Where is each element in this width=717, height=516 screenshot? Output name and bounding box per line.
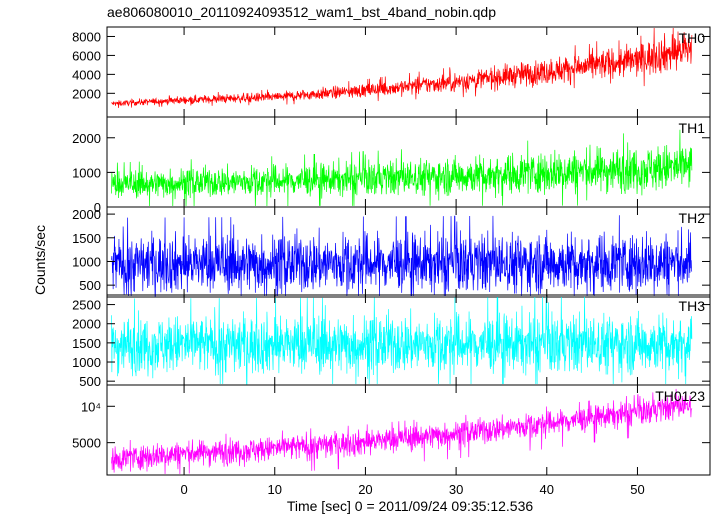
- series-label: TH1: [679, 120, 706, 136]
- series-line-th1: [111, 129, 693, 207]
- x-axis-label: Time [sec] 0 = 2011/09/24 09:35:12.536: [287, 498, 534, 514]
- y-tick-label: 0: [94, 200, 101, 215]
- series-line-th0: [111, 27, 693, 108]
- y-tick-label: 1500: [72, 336, 101, 351]
- series-line-th2: [111, 215, 693, 297]
- y-tick-label: 1000: [72, 254, 101, 269]
- y-tick-label: 5000: [72, 436, 101, 451]
- series-line-th0123: [111, 388, 693, 475]
- y-tick-label: 8000: [72, 29, 101, 44]
- y-tick-label: 500: [79, 374, 101, 389]
- panel-frame: [106, 384, 711, 476]
- y-tick-label: 2500: [72, 298, 101, 313]
- series-label: TH0: [679, 30, 706, 46]
- series-label: TH3: [679, 298, 706, 314]
- x-tick-label: 30: [449, 482, 463, 497]
- panel-th3: 500 1000 1500 2000 2500 TH3: [72, 294, 711, 389]
- y-tick-label: 1000: [72, 355, 101, 370]
- panel-th1: 0 1000 2000 TH1: [72, 116, 711, 215]
- y-tick-label: 500: [79, 278, 101, 293]
- y-tick-label: 1000: [72, 165, 101, 180]
- series-label: TH2: [679, 210, 706, 226]
- x-tick-label: 50: [630, 482, 644, 497]
- series-line-th3: [111, 296, 693, 385]
- y-tick-label: 2000: [72, 86, 101, 101]
- x-tick-label: 20: [358, 482, 372, 497]
- y-tick-label: 2000: [72, 131, 101, 146]
- y-axis-label: Counts/sec: [32, 225, 48, 295]
- y-tick-label: 2000: [72, 317, 101, 332]
- panel-th0123: 5000 10⁴ TH0123: [72, 384, 711, 476]
- y-tick-label: 4000: [72, 67, 101, 82]
- x-tick-label: 40: [540, 482, 554, 497]
- panel-th0: 2000 4000 6000 8000 TH0: [72, 26, 711, 118]
- y-tick-label: 2000: [72, 207, 101, 222]
- x-tick-label: 10: [268, 482, 282, 497]
- panel-frame: [106, 206, 711, 298]
- panel-th2: 500 1000 1500 2000 TH2: [72, 206, 711, 298]
- y-tick-label: 10⁴: [81, 399, 101, 414]
- y-tick-label: 6000: [72, 48, 101, 63]
- series-label: TH0123: [655, 388, 705, 404]
- y-tick-label: 1500: [72, 231, 101, 246]
- figure-title: ae806080010_20110924093512_wam1_bst_4ban…: [107, 4, 496, 20]
- x-tick-label: 0: [180, 482, 187, 497]
